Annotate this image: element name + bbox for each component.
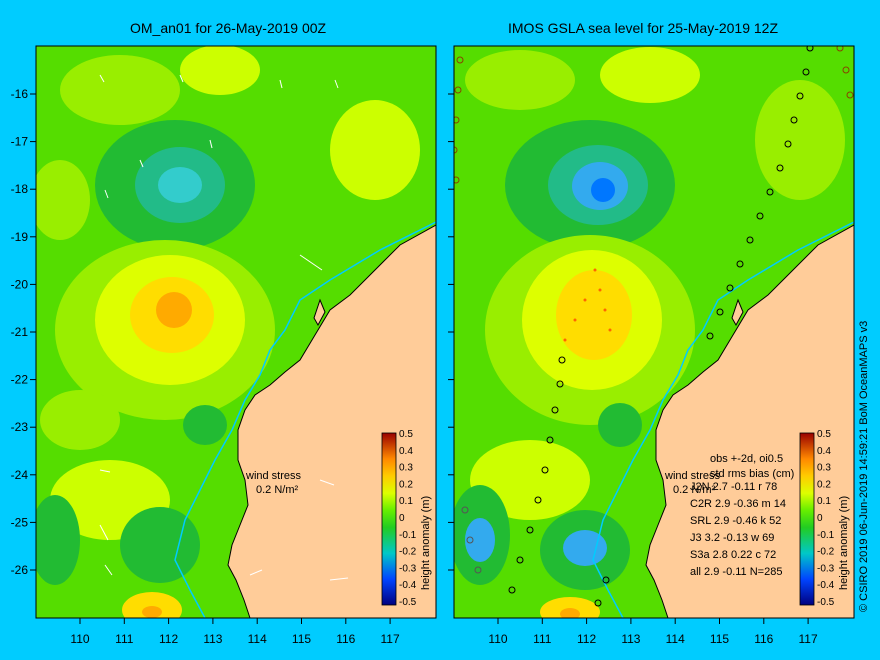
colorbar-tick-label: -0.2 xyxy=(817,547,835,558)
y-tick-label: -26 xyxy=(11,563,29,577)
y-tick-label: -19 xyxy=(11,230,29,244)
y-tick-label: -22 xyxy=(11,373,29,387)
left-map-title: OM_an01 for 26-May-2019 00Z xyxy=(130,20,327,36)
colorbar-tick-label: -0.2 xyxy=(399,547,417,558)
x-tick-label: 114 xyxy=(248,632,267,646)
right-colorbar-ticks: 0.5 0.4 0.3 0.2 0.1 0 -0.1 -0.2 -0.3 -0.4 -0.5 xyxy=(817,429,835,608)
colorbar-tick-label: -0.4 xyxy=(399,580,417,591)
stats-row: J3 3.2 -0.13 w 69 xyxy=(690,532,774,544)
left-wind-label: wind stress xyxy=(245,470,302,482)
stats-row: SRL 2.9 -0.46 k 52 xyxy=(690,515,781,527)
stats-row: all 2.9 -0.11 N=285 xyxy=(690,566,782,578)
y-tick-label: -23 xyxy=(11,420,29,434)
colorbar-tick-label: 0.5 xyxy=(399,429,413,440)
left-colorbar xyxy=(381,432,397,606)
x-tick-label: 117 xyxy=(799,632,818,646)
stats-row: J2N 2.7 -0.11 r 78 xyxy=(690,481,777,493)
colorbar-tick-label: -0.3 xyxy=(817,563,835,574)
y-tick-label: -17 xyxy=(11,135,29,149)
x-tick-label: 115 xyxy=(710,632,729,646)
colorbar-tick-label: 0 xyxy=(817,513,823,524)
x-tick-label: 110 xyxy=(70,632,89,646)
left-colorbar-ticks: 0.5 0.4 0.3 0.2 0.1 0 -0.1 -0.2 -0.3 -0.4 -0.5 xyxy=(399,429,417,608)
right-map-title: IMOS GSLA sea level for 25-May-2019 12Z xyxy=(508,20,779,36)
right-map: obs +-2d, oi0.5 std rms bias (cm) wind s… xyxy=(454,46,854,618)
y-tick-label: -20 xyxy=(11,277,29,291)
left-map: wind stress 0.2 N/m² xyxy=(36,46,436,618)
y-tick-label: -18 xyxy=(11,182,29,196)
x-tick-label: 113 xyxy=(621,632,640,646)
x-tick-label: 114 xyxy=(666,632,685,646)
colorbar-tick-label: -0.4 xyxy=(817,580,835,591)
x-tick-label: 116 xyxy=(336,632,355,646)
colorbar-tick-label: 0.5 xyxy=(817,429,831,440)
left-colorbar-label: height anomaly (m) xyxy=(420,495,432,590)
x-tick-label: 117 xyxy=(381,632,400,646)
colorbar-tick-label: 0.3 xyxy=(817,463,831,474)
stats-header-2: std rms bias (cm) xyxy=(710,468,794,480)
colorbar-tick-label: 0.2 xyxy=(399,479,413,490)
right-wind-label: wind stress xyxy=(664,470,721,482)
x-tick-label: 110 xyxy=(488,632,507,646)
right-x-axis-ticks: 110 111 112 113 114 115 116 117 xyxy=(488,618,818,646)
x-tick-label: 111 xyxy=(533,632,552,646)
colorbar-tick-label: 0.2 xyxy=(817,479,831,490)
colorbar-tick-label: -0.1 xyxy=(399,530,417,541)
right-colorbar xyxy=(799,432,815,606)
colorbar-tick-label: -0.5 xyxy=(817,597,835,608)
left-x-axis-ticks: 110 111 112 113 114 115 116 117 xyxy=(70,618,400,646)
right-colorbar-label: height anomaly (m) xyxy=(838,495,850,590)
right-wind-scale: 0.2 N/m² xyxy=(673,484,716,496)
x-tick-label: 115 xyxy=(292,632,311,646)
y-tick-label: -16 xyxy=(11,87,29,101)
y-tick-label: -21 xyxy=(11,325,29,339)
colorbar-tick-label: 0.1 xyxy=(817,496,831,507)
colorbar-tick-label: -0.5 xyxy=(399,597,417,608)
stats-row: C2R 2.9 -0.36 m 14 xyxy=(690,498,786,510)
stats-header-1: obs +-2d, oi0.5 xyxy=(710,453,783,465)
credit-text: © CSIRO 2019 06-Jun-2019 14:59:21 BoM Oc… xyxy=(858,320,870,612)
colorbar-tick-label: 0.4 xyxy=(817,446,831,457)
colorbar-tick-label: 0.4 xyxy=(399,446,413,457)
colorbar-tick-label: 0.1 xyxy=(399,496,413,507)
y-tick-label: -24 xyxy=(11,468,29,482)
colorbar-tick-label: 0.3 xyxy=(399,463,413,474)
colorbar-tick-label: -0.1 xyxy=(817,530,835,541)
colorbar-tick-label: -0.3 xyxy=(399,563,417,574)
y-axis-ticks: -16 -17 -18 -19 -20 -21 -22 -23 -24 -25 -26 xyxy=(11,87,454,577)
left-wind-scale: 0.2 N/m² xyxy=(256,484,299,496)
colorbar-tick-label: 0 xyxy=(399,513,405,524)
x-tick-label: 112 xyxy=(577,632,596,646)
x-tick-label: 113 xyxy=(203,632,222,646)
y-tick-label: -25 xyxy=(11,515,29,529)
x-tick-label: 116 xyxy=(754,632,773,646)
stats-row: S3a 2.8 0.22 c 72 xyxy=(690,549,776,561)
x-tick-label: 112 xyxy=(159,632,178,646)
x-tick-label: 111 xyxy=(115,632,134,646)
